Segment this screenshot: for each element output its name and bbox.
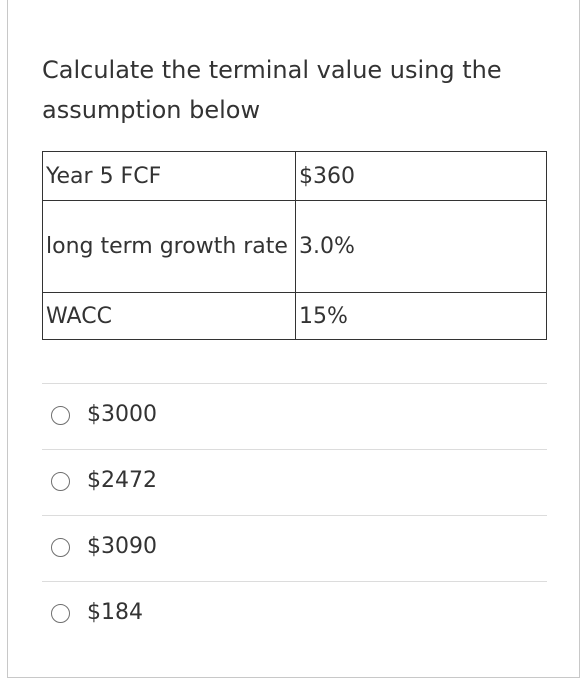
assumption-label: Year 5 FCF [42,151,296,201]
question-card [7,0,580,678]
assumption-value: 15% [295,292,547,340]
assumption-label: WACC [42,292,296,340]
question-text: Calculate the terminal value using the a… [42,56,502,124]
answer-option[interactable]: $3090 [42,515,547,581]
answer-option[interactable]: $184 [42,581,547,647]
assumption-label: long term growth rate [42,200,296,293]
table-row: long term growth rate 3.0% [42,200,547,293]
radio-button[interactable] [51,538,70,557]
radio-button[interactable] [51,604,70,623]
assumption-value: $360 [295,151,547,201]
answer-option-label[interactable]: $184 [87,600,143,625]
table-row: WACC 15% [42,292,547,340]
table-row: Year 5 FCF $360 [42,151,547,201]
answer-options: $3000 $2472 $3090 $184 [42,383,547,647]
assumption-value: 3.0% [295,200,547,293]
answer-option-label[interactable]: $2472 [87,468,157,493]
answer-option-label[interactable]: $3000 [87,402,157,427]
answer-option-label[interactable]: $3090 [87,534,157,559]
answer-option[interactable]: $3000 [42,383,547,449]
assumptions-table: Year 5 FCF $360 long term growth rate 3.… [42,151,547,340]
radio-button[interactable] [51,406,70,425]
answer-option[interactable]: $2472 [42,449,547,515]
radio-button[interactable] [51,472,70,491]
